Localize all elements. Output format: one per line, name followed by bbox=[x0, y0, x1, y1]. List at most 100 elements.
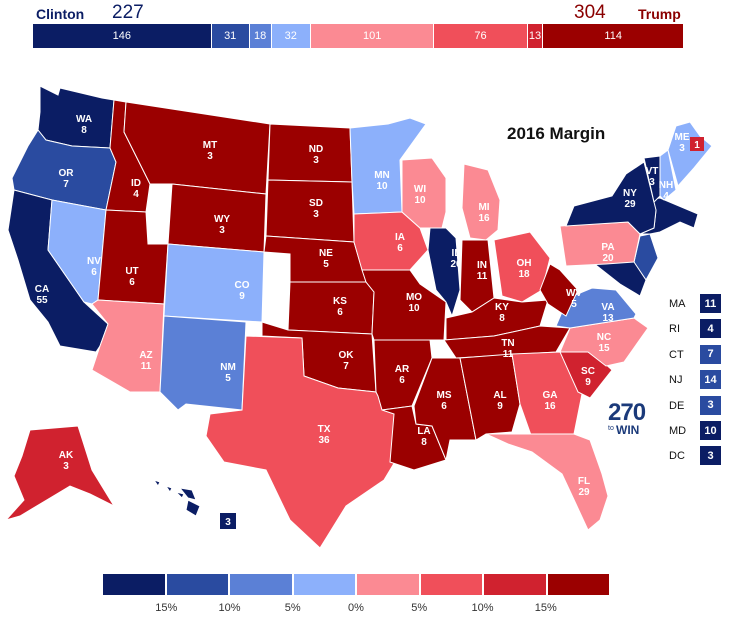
state-fl[interactable] bbox=[485, 433, 609, 531]
legend-tick: 5% bbox=[284, 602, 301, 614]
state-label-ia: IA bbox=[395, 232, 405, 243]
ev-segment: 13 bbox=[527, 24, 544, 48]
ev-segment: 31 bbox=[211, 24, 250, 48]
small-state-row-ct[interactable]: CT 7 bbox=[667, 344, 725, 367]
map-title: 2016 Margin bbox=[507, 124, 606, 143]
state-ev-tx: 36 bbox=[318, 435, 330, 446]
ev-segment: 146 bbox=[33, 24, 212, 48]
state-ev-al: 9 bbox=[497, 401, 503, 412]
logo-number: 270 bbox=[608, 399, 646, 426]
state-hi[interactable] bbox=[178, 487, 197, 501]
state-ev-il: 20 bbox=[450, 259, 462, 270]
state-ny[interactable] bbox=[565, 161, 657, 235]
legend-swatch bbox=[484, 574, 548, 595]
trump-name: Trump bbox=[638, 6, 681, 22]
state-label-mi: MI bbox=[478, 202, 489, 213]
state-label-nm: NM bbox=[220, 362, 236, 373]
state-ev-nh: 4 bbox=[663, 191, 669, 202]
state-ev-sd: 3 bbox=[313, 209, 319, 220]
small-state-abbr: RI bbox=[669, 323, 680, 336]
state-az[interactable] bbox=[91, 299, 165, 393]
state-nc[interactable] bbox=[559, 317, 649, 367]
state-mi[interactable] bbox=[461, 163, 501, 241]
state-label-va: VA bbox=[601, 302, 614, 313]
state-hi-island[interactable] bbox=[164, 485, 173, 493]
ev-segment: 101 bbox=[310, 24, 435, 48]
small-state-row-ma[interactable]: MA 11 bbox=[667, 294, 725, 316]
state-ev-ga: 16 bbox=[544, 401, 556, 412]
state-label-wy: WY bbox=[214, 214, 230, 225]
state-pa[interactable] bbox=[559, 221, 641, 267]
state-label-sd: SD bbox=[309, 198, 323, 209]
state-ev-ut: 6 bbox=[129, 277, 135, 288]
state-label-in: IN bbox=[477, 260, 487, 271]
state-label-hi: HI bbox=[196, 518, 206, 529]
legend-tick: 15% bbox=[155, 602, 178, 614]
small-state-row-nj[interactable]: NJ 14 bbox=[667, 370, 725, 392]
state-ev-ia: 6 bbox=[397, 243, 403, 254]
state-label-ar: AR bbox=[395, 364, 410, 375]
small-state-row-dc[interactable]: DC 3 bbox=[667, 446, 725, 468]
state-ev-ca: 55 bbox=[36, 295, 48, 306]
state-ev-pa: 20 bbox=[602, 253, 614, 264]
state-nm[interactable] bbox=[159, 315, 247, 411]
state-hi-island[interactable] bbox=[185, 499, 201, 517]
logo-to: to bbox=[608, 425, 614, 432]
state-label-oh: OH bbox=[517, 258, 532, 269]
small-state-ev-box: 11 bbox=[700, 294, 721, 313]
state-label-wi: WI bbox=[414, 184, 426, 195]
state-label-ks: KS bbox=[333, 296, 347, 307]
state-label-id: ID bbox=[131, 178, 141, 189]
state-label-wv: WV bbox=[566, 288, 582, 299]
small-state-row-md[interactable]: MD 10 bbox=[667, 421, 725, 443]
state-hi-island[interactable] bbox=[174, 491, 185, 499]
state-ev-vt: 3 bbox=[649, 177, 655, 188]
state-ev-ms: 6 bbox=[441, 401, 447, 412]
state-sd[interactable] bbox=[265, 179, 355, 243]
legend-swatch bbox=[293, 574, 357, 595]
state-ev-mi: 16 bbox=[478, 213, 490, 224]
small-state-row-ri[interactable]: RI 4 bbox=[667, 319, 725, 341]
state-ev-ak: 3 bbox=[63, 461, 69, 472]
legend-tick: 0% bbox=[348, 602, 364, 614]
state-label-ok: OK bbox=[339, 350, 355, 361]
legend-swatch bbox=[103, 574, 167, 595]
state-mn[interactable] bbox=[349, 117, 427, 215]
state-ut[interactable] bbox=[97, 209, 169, 305]
state-label-ne: NE bbox=[319, 248, 333, 259]
legend-tick: 5% bbox=[411, 602, 428, 614]
state-label-wa: WA bbox=[76, 114, 92, 125]
270towin-logo[interactable]: 270 to WIN bbox=[606, 399, 660, 439]
state-ev-va: 13 bbox=[602, 313, 614, 324]
ev-segment: 76 bbox=[434, 24, 528, 48]
small-state-abbr: CT bbox=[669, 348, 684, 361]
state-ev-wy: 3 bbox=[219, 225, 225, 236]
state-ev-ny: 29 bbox=[624, 199, 636, 210]
state-label-or: OR bbox=[59, 168, 75, 179]
state-ev-az: 11 bbox=[141, 361, 152, 372]
state-ks[interactable] bbox=[287, 281, 375, 335]
state-mo[interactable] bbox=[361, 269, 447, 341]
state-ev-me: 3 bbox=[679, 143, 685, 154]
small-state-abbr: DE bbox=[669, 399, 685, 412]
state-ev-or: 7 bbox=[63, 179, 69, 190]
state-ak[interactable] bbox=[4, 425, 116, 521]
state-tx[interactable] bbox=[205, 335, 397, 549]
trump-electoral-total: 304 bbox=[574, 2, 606, 23]
state-label-tx: TX bbox=[318, 424, 331, 435]
state-ne[interactable] bbox=[263, 235, 367, 283]
state-label-ca: CA bbox=[35, 284, 49, 295]
small-state-row-de[interactable]: DE 3 bbox=[667, 395, 725, 418]
state-il[interactable] bbox=[427, 227, 461, 318]
small-state-ev-box: 10 bbox=[700, 421, 721, 440]
state-label-vt: VT bbox=[646, 166, 659, 177]
state-wi[interactable] bbox=[401, 157, 447, 229]
state-wv[interactable] bbox=[539, 263, 579, 317]
state-label-al: AL bbox=[493, 390, 506, 401]
state-hi-island[interactable] bbox=[152, 479, 161, 487]
state-nh[interactable] bbox=[659, 149, 677, 201]
state-ev-mt: 3 bbox=[207, 151, 213, 162]
state-ev-in: 11 bbox=[477, 271, 488, 282]
state-label-mo: MO bbox=[406, 292, 422, 303]
me-district-2-box[interactable] bbox=[690, 137, 704, 151]
